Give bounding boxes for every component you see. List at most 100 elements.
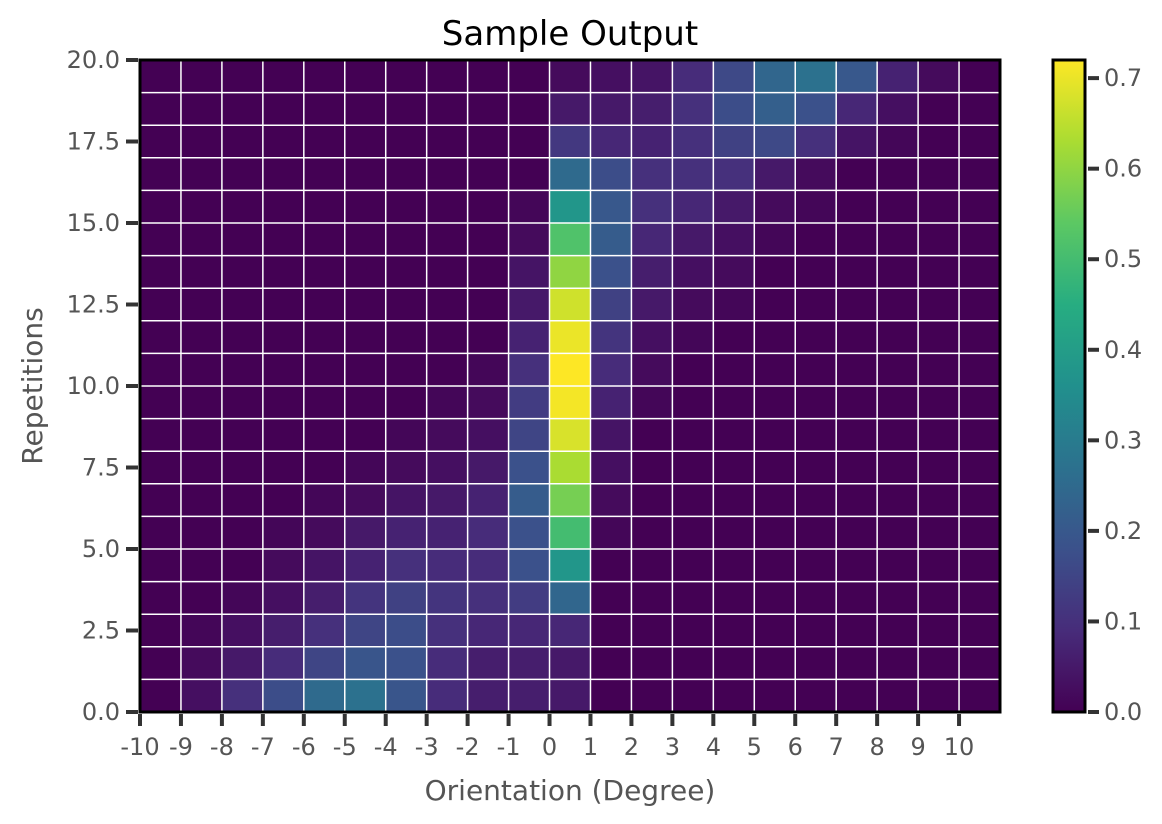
x-tick-label: 7 — [829, 733, 844, 761]
heatmap-cell — [877, 190, 919, 224]
heatmap-cell — [262, 483, 305, 517]
heatmap-cell — [344, 581, 387, 615]
heatmap-cell — [918, 92, 960, 126]
heatmap-cell — [590, 255, 632, 289]
heatmap-cell — [508, 386, 551, 420]
heatmap-cell — [221, 288, 264, 322]
heatmap-cell — [508, 646, 551, 680]
heatmap-cell — [426, 288, 469, 322]
heatmap-cell — [140, 679, 182, 713]
heatmap-cell — [140, 190, 182, 224]
heatmap-cell — [508, 125, 551, 159]
heatmap-cell — [221, 581, 264, 615]
heatmap-cell — [467, 92, 510, 126]
x-tick-label: 5 — [747, 733, 762, 761]
heatmap-cell — [795, 288, 837, 322]
colorbar-axis: 0.0 0.1 0.2 0.3 0.4 0.5 0.6 0.7 — [1088, 64, 1142, 726]
heatmap-cell — [590, 516, 632, 550]
heatmap-cell — [713, 125, 755, 159]
heatmap-cell — [549, 614, 591, 648]
heatmap-cell — [262, 125, 305, 159]
heatmap-cell — [549, 516, 591, 550]
heatmap-cell — [262, 288, 305, 322]
heatmap-cell — [426, 60, 469, 94]
heatmap-cell — [549, 418, 591, 452]
heatmap-cell — [262, 190, 305, 224]
heatmap-cell — [959, 255, 1001, 289]
heatmap-cell — [426, 483, 469, 517]
heatmap-cell — [344, 125, 387, 159]
heatmap-cell — [836, 60, 878, 94]
heatmap-cell — [221, 418, 264, 452]
heatmap-cell — [467, 60, 510, 94]
heatmap-cell — [344, 451, 387, 485]
heatmap-cell — [959, 646, 1001, 680]
heatmap-cell — [959, 190, 1001, 224]
heatmap-cell — [549, 679, 591, 713]
heatmap-cell — [795, 255, 837, 289]
x-tick-label: 3 — [665, 733, 680, 761]
x-tick-label: 8 — [870, 733, 885, 761]
heatmap-cell — [549, 60, 591, 94]
heatmap-cell — [836, 483, 878, 517]
heatmap-cell — [549, 157, 591, 191]
heatmap-cell — [262, 679, 305, 713]
y-tick-label: 15.0 — [67, 209, 120, 237]
heatmap-cell — [959, 418, 1001, 452]
heatmap-cell — [672, 353, 714, 387]
heatmap-cell — [303, 190, 346, 224]
heatmap-cell — [262, 223, 305, 257]
heatmap-cell — [836, 92, 878, 126]
chart-title: Sample Output — [442, 14, 698, 54]
heatmap-cell — [795, 92, 837, 126]
heatmap-cell — [672, 288, 714, 322]
heatmap-cell — [795, 581, 837, 615]
x-tick-label: -8 — [210, 733, 234, 761]
heatmap-cell — [877, 60, 919, 94]
heatmap-cell — [877, 125, 919, 159]
heatmap-cell — [672, 614, 714, 648]
heatmap-cell — [467, 125, 510, 159]
heatmap-cell — [918, 125, 960, 159]
heatmap-cell — [467, 679, 510, 713]
heatmap-cell — [795, 646, 837, 680]
heatmap-cell — [303, 353, 346, 387]
heatmap-cell — [344, 157, 387, 191]
colorbar-tick-label: 0.6 — [1104, 155, 1142, 183]
heatmap-cell — [877, 581, 919, 615]
heatmap-cell — [303, 60, 346, 94]
heatmap-cell — [180, 255, 223, 289]
heatmap-cell — [221, 255, 264, 289]
heatmap-cell — [262, 60, 305, 94]
heatmap-cell — [631, 353, 673, 387]
heatmap-cell — [180, 451, 223, 485]
heatmap-cell — [549, 549, 591, 583]
heatmap-cell — [877, 92, 919, 126]
x-tick-label: 2 — [624, 733, 639, 761]
heatmap-cell — [836, 288, 878, 322]
heatmap-cell — [959, 92, 1001, 126]
x-tick-label: -10 — [120, 733, 159, 761]
heatmap-cell — [877, 288, 919, 322]
heatmap-cell — [549, 223, 591, 257]
heatmap-cell — [221, 190, 264, 224]
heatmap-cell — [303, 92, 346, 126]
heatmap-cell — [877, 223, 919, 257]
heatmap-cell — [672, 646, 714, 680]
heatmap-cell — [303, 125, 346, 159]
x-tick-label: -3 — [415, 733, 439, 761]
heatmap-cell — [549, 288, 591, 322]
colorbar-tick-label: 0.7 — [1104, 64, 1142, 92]
heatmap-cell — [877, 451, 919, 485]
heatmap-cell — [140, 60, 182, 94]
heatmap-cell — [631, 190, 673, 224]
heatmap-cell — [426, 614, 469, 648]
heatmap-cell — [426, 125, 469, 159]
heatmap-cell — [754, 386, 796, 420]
heatmap-cell — [180, 549, 223, 583]
heatmap-cell — [836, 386, 878, 420]
heatmap-cell — [959, 451, 1001, 485]
heatmap-cell — [590, 581, 632, 615]
heatmap-cell — [221, 320, 264, 354]
